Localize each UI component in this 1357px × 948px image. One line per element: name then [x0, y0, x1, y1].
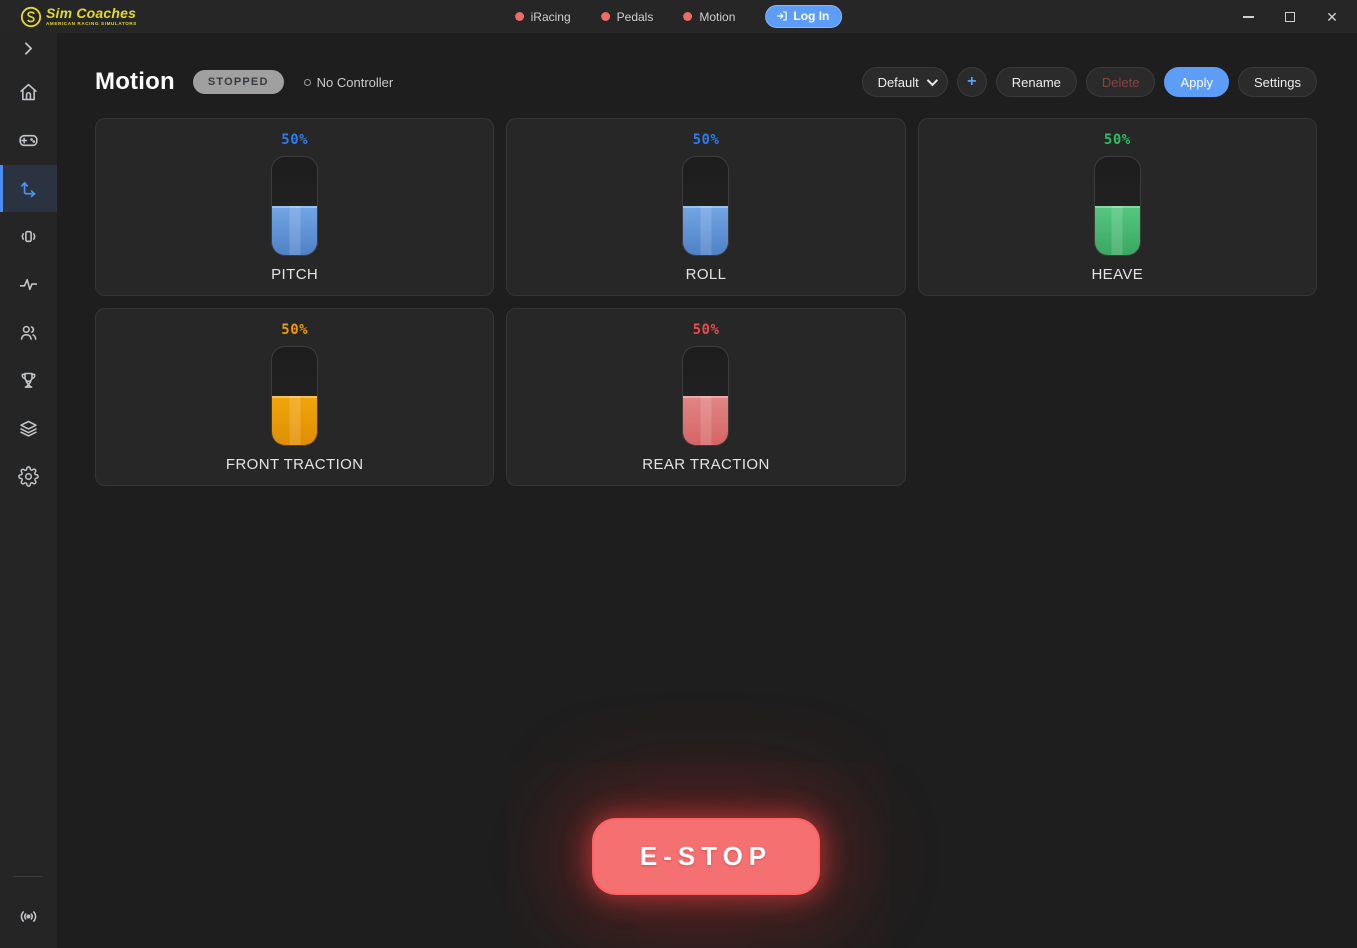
status-label: Pedals: [616, 9, 654, 24]
page-title: Motion: [95, 68, 175, 95]
gauge-card: 50% PITCH: [95, 118, 495, 296]
activity-icon: [19, 278, 38, 291]
apply-button[interactable]: Apply: [1164, 67, 1230, 97]
sidebar-item-achievements[interactable]: [0, 357, 57, 404]
gauge-value: 50%: [1103, 132, 1131, 148]
status-label: iRacing: [530, 9, 571, 24]
login-button[interactable]: Log In: [765, 5, 843, 28]
sidebar-item-broadcast[interactable]: [0, 893, 57, 940]
status-dot-icon: [600, 12, 610, 21]
gauge-track: [682, 346, 730, 446]
sidebar-item-settings[interactable]: [0, 453, 57, 500]
motion-axes-icon: [21, 181, 36, 198]
gauge-card: 50% FRONT TRACTION: [95, 308, 495, 486]
chevron-right-icon: [25, 41, 32, 55]
gauge-track: [1093, 156, 1141, 256]
page-header: Motion STOPPED No Controller Default + R…: [95, 61, 1317, 103]
gauge-label: PITCH: [271, 266, 319, 283]
gauge-card: 50% HEAVE: [917, 118, 1317, 296]
preset-select-value: Default: [877, 74, 919, 90]
sidebar-item-telemetry[interactable]: [0, 261, 57, 308]
sidebar-item-profiles[interactable]: [0, 405, 57, 452]
rename-button[interactable]: Rename: [995, 67, 1077, 97]
sidebar: [0, 33, 57, 948]
controller-dot-icon: [303, 78, 311, 86]
logo-tagline: AMERICAN RACING SIMULATORS: [46, 20, 137, 26]
gauge-card: 50% REAR TRACTION: [506, 308, 906, 486]
estop-button[interactable]: E-STOP: [592, 818, 820, 895]
gauge-fill: [272, 396, 318, 445]
gauge-label: HEAVE: [1091, 266, 1144, 283]
sidebar-item-vibration[interactable]: [0, 213, 57, 260]
close-icon[interactable]: ✕: [1315, 4, 1349, 30]
settings-button[interactable]: Settings: [1238, 67, 1317, 97]
home-icon: [20, 83, 37, 101]
preset-select[interactable]: Default: [861, 67, 948, 97]
profile-toolbar: Default + Rename Delete Apply Settings: [861, 67, 1317, 97]
sidebar-item-motion[interactable]: [0, 165, 57, 212]
login-label: Log In: [793, 9, 830, 23]
logo-s-icon: [20, 6, 42, 27]
gauge-label: REAR TRACTION: [642, 456, 770, 473]
trophy-icon: [21, 372, 36, 388]
users-icon: [20, 325, 37, 340]
gauge-track: [271, 156, 319, 256]
sidebar-divider: [14, 876, 43, 877]
controller-status-label: No Controller: [316, 74, 394, 90]
gauge-label: ROLL: [685, 266, 727, 283]
status-badge: STOPPED: [192, 70, 284, 94]
gauge-fill: [1094, 206, 1140, 255]
vibration-icon: [21, 230, 36, 243]
logo-title: Sim Coaches: [46, 5, 137, 22]
add-preset-button[interactable]: +: [956, 67, 987, 97]
gauge-value: 50%: [281, 132, 309, 148]
status-indicators: iRacing Pedals Motion Log In: [514, 0, 843, 33]
minimize-icon[interactable]: [1231, 4, 1265, 30]
login-arrow-icon: [777, 11, 787, 21]
gauge-track: [682, 156, 730, 256]
sidebar-item-community[interactable]: [0, 309, 57, 356]
window-controls: ✕: [1231, 4, 1349, 30]
gamepad-icon: [19, 134, 38, 147]
chevron-down-icon: [926, 74, 938, 87]
status-iracing: iRacing: [514, 9, 571, 24]
status-dot-icon: [514, 12, 524, 21]
gauge-fill: [272, 206, 318, 255]
gauge-grid: 50% PITCH 50% ROLL 50%: [95, 118, 1317, 486]
status-motion: Motion: [683, 10, 735, 24]
broadcast-icon: [20, 911, 37, 922]
sidebar-item-games[interactable]: [0, 117, 57, 164]
status-pedals: Pedals: [600, 9, 654, 24]
gauge-track: [271, 346, 319, 446]
gauge-card: 50% ROLL: [506, 118, 906, 296]
maximize-icon[interactable]: [1273, 4, 1307, 30]
app-logo: Sim Coaches AMERICAN RACING SIMULATORS: [20, 6, 137, 28]
topbar: Sim Coaches AMERICAN RACING SIMULATORS i…: [0, 0, 1357, 33]
sidebar-expand-button[interactable]: [0, 34, 57, 62]
gauge-fill: [683, 206, 729, 255]
estop-zone: E-STOP: [95, 818, 1317, 895]
gauge-value: 50%: [692, 322, 720, 338]
gauge-value: 50%: [692, 132, 720, 148]
gear-icon: [18, 466, 39, 487]
status-dot-icon: [683, 12, 693, 21]
gauge-value: 50%: [281, 322, 309, 338]
main-content: Motion STOPPED No Controller Default + R…: [57, 33, 1357, 948]
delete-button[interactable]: Delete: [1085, 67, 1156, 97]
layers-icon: [20, 420, 37, 437]
sidebar-item-home[interactable]: [0, 69, 57, 116]
gauge-label: FRONT TRACTION: [225, 456, 364, 473]
controller-status: No Controller: [303, 74, 394, 90]
gauge-fill: [683, 396, 729, 445]
status-label: Motion: [699, 9, 736, 24]
